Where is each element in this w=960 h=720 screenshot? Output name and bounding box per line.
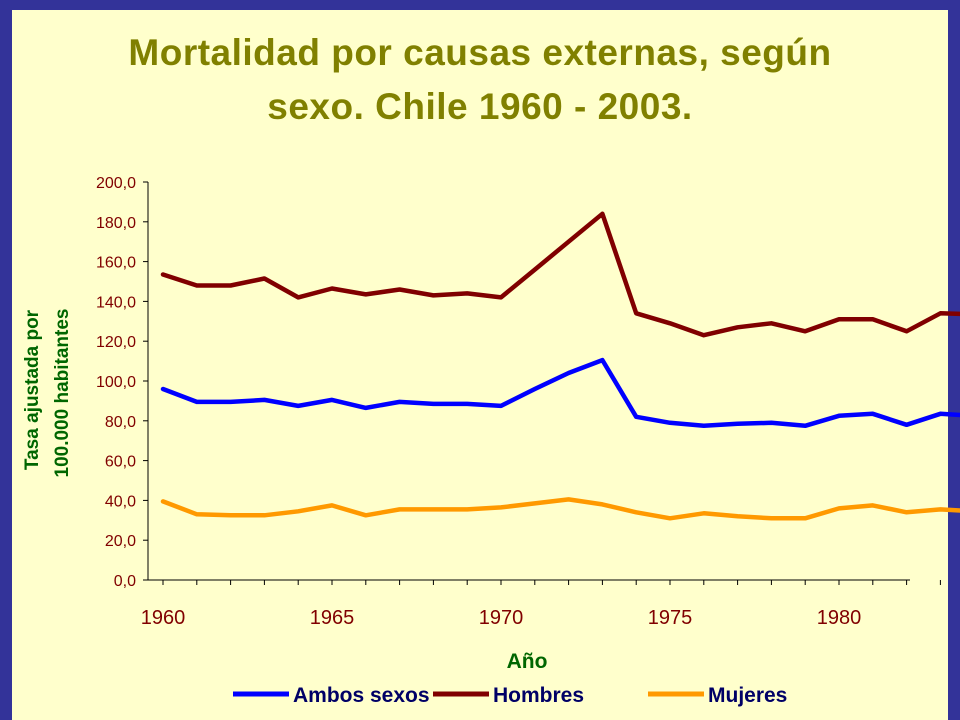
x-axis-ticks: 196019651970197519801985199019952000 [141, 580, 941, 629]
y-tick-label: 120,0 [96, 334, 136, 351]
y-tick-label: 160,0 [96, 255, 136, 272]
y-tick-label: 40,0 [105, 493, 136, 510]
legend-label-ambos-sexos: Ambos sexos [293, 684, 430, 707]
legend-label-mujeres: Mujeres [708, 684, 787, 707]
x-tick-label: 1970 [479, 607, 524, 629]
x-tick-label: 1980 [817, 607, 862, 629]
y-tick-label: 100,0 [96, 374, 136, 391]
chart-title-line-2: sexo. Chile 1960 - 2003. [267, 86, 693, 127]
y-axis-label-line-2: 100.000 habitantes [52, 309, 73, 478]
y-tick-label: 80,0 [105, 414, 136, 431]
slide-background: Mortalidad por causas externas, según se… [12, 10, 948, 720]
y-axis-label-line-1: Tasa ajustada por [22, 309, 43, 470]
series-line-hombres [160, 211, 960, 338]
chart-title: Mortalidad por causas externas, según se… [12, 26, 948, 134]
legend-label-hombres: Hombres [493, 684, 584, 707]
x-tick-label: 1960 [141, 607, 186, 629]
x-axis-label: Año [507, 650, 548, 673]
y-tick-label: 20,0 [105, 533, 136, 550]
y-tick-label: 200,0 [96, 175, 136, 192]
y-tick-label: 180,0 [96, 215, 136, 232]
legend: Ambos sexos Hombres Mujeres [233, 684, 787, 707]
series-line-mujeres [160, 497, 960, 521]
chart-title-line-1: Mortalidad por causas externas, según [128, 32, 832, 73]
x-tick-label: 1965 [310, 607, 355, 629]
y-tick-label: 140,0 [96, 294, 136, 311]
x-tick-label: 1975 [648, 607, 693, 629]
series-line-ambos-sexos [160, 357, 960, 429]
series-lines [160, 211, 960, 521]
y-tick-label: 60,0 [105, 454, 136, 471]
y-axis-ticks: 0,0 20,0 40,0 60,0 80,0 100,0 120,0 140,0 160,0 1… [96, 175, 148, 590]
y-tick-label: 0,0 [114, 573, 136, 590]
